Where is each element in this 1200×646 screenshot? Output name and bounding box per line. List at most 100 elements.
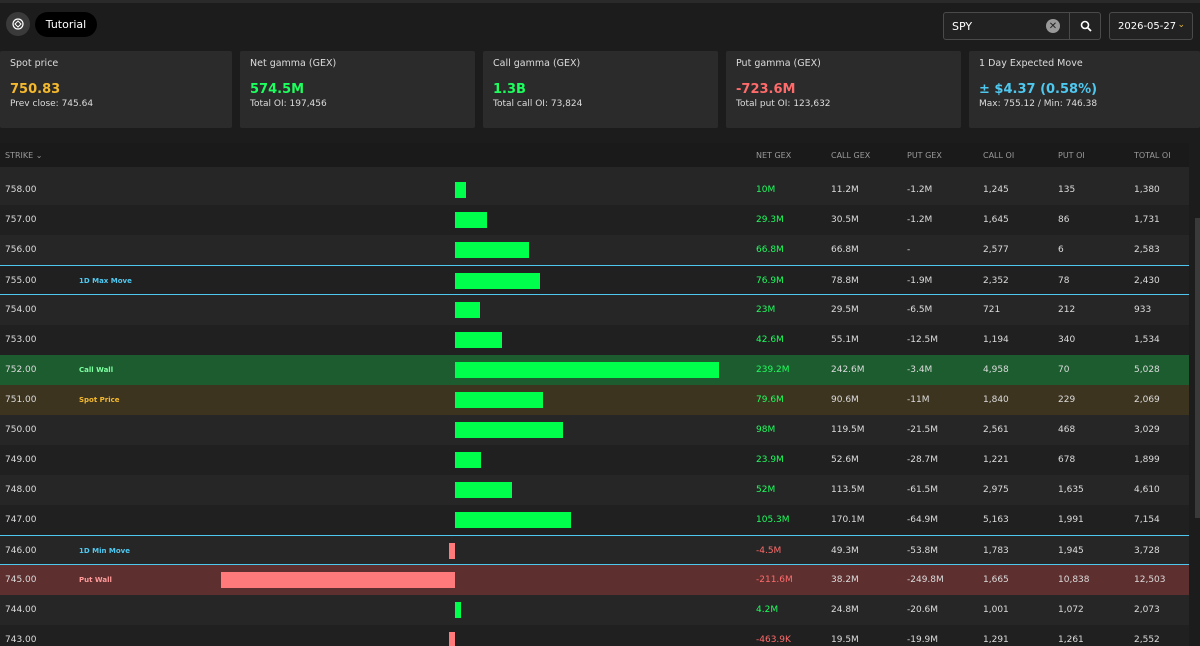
col-call-oi[interactable]: CALL OI: [983, 151, 1015, 160]
put-gex-cell: -53.8M: [907, 546, 939, 556]
expiration-date-select[interactable]: 2026-05-27 ⌄: [1109, 12, 1193, 40]
call-gex-cell: 119.5M: [831, 425, 865, 435]
table-row[interactable]: 755.00 1D Max Move 76.9M 78.8M -1.9M 2,3…: [0, 265, 1189, 295]
card-value: 1.3B: [493, 82, 526, 97]
logo-icon[interactable]: [6, 12, 30, 36]
call-gex-cell: 29.5M: [831, 305, 859, 315]
strike-cell: 749.00: [5, 455, 37, 465]
put-gex-cell: -6.5M: [907, 305, 933, 315]
col-strike[interactable]: STRIKE ⌄: [5, 151, 43, 160]
table-row[interactable]: 743.00 -463.9K 19.5M -19.9M 1,291 1,261 …: [0, 625, 1189, 646]
table-row[interactable]: 751.00 Spot Price 79.6M 90.6M -11M 1,840…: [0, 385, 1189, 415]
put-oi-cell: 10,838: [1058, 575, 1090, 585]
call-oi-cell: 5,163: [983, 515, 1009, 525]
call-oi-cell: 2,561: [983, 425, 1009, 435]
total-oi-cell: 2,552: [1134, 635, 1160, 645]
call-oi-cell: 1,840: [983, 395, 1009, 405]
net-gex-cell: 98M: [756, 425, 776, 435]
put-oi-cell: 78: [1058, 276, 1070, 286]
call-oi-cell: 1,221: [983, 455, 1009, 465]
top-bar: Tutorial ✕ 2026-05-27 ⌄: [0, 0, 1200, 44]
net-gex-cell: 29.3M: [756, 215, 784, 225]
table-row[interactable]: 744.00 4.2M 24.8M -20.6M 1,001 1,072 2,0…: [0, 595, 1189, 625]
scrollbar[interactable]: [1195, 218, 1200, 518]
put-gex-cell: -249.8M: [907, 575, 944, 585]
total-oi-cell: 1,534: [1134, 335, 1160, 345]
col-total-oi[interactable]: TOTAL OI: [1134, 151, 1171, 160]
total-oi-cell: 2,073: [1134, 605, 1160, 615]
net-gex-bar: [449, 632, 455, 646]
table-row[interactable]: 750.00 98M 119.5M -21.5M 2,561 468 3,029: [0, 415, 1189, 445]
net-gex-bar: [221, 572, 455, 588]
call-gex-cell: 49.3M: [831, 546, 859, 556]
search-button[interactable]: [1069, 13, 1101, 39]
summary-cards: Spot price 750.83 Prev close: 745.64 Net …: [0, 51, 1200, 128]
total-oi-cell: 3,029: [1134, 425, 1160, 435]
put-oi-cell: 135: [1058, 185, 1076, 195]
strike-cell: 756.00: [5, 245, 37, 255]
table-row[interactable]: 746.00 1D Min Move -4.5M 49.3M -53.8M 1,…: [0, 535, 1189, 565]
col-net-gex[interactable]: NET GEX: [756, 151, 792, 160]
put-oi-cell: 86: [1058, 215, 1070, 225]
level-tag: Spot Price: [79, 396, 120, 404]
clear-icon[interactable]: ✕: [1046, 19, 1060, 33]
net-gex-bar: [455, 602, 461, 618]
net-gex-cell: 23.9M: [756, 455, 784, 465]
strike-cell: 753.00: [5, 335, 37, 345]
put-oi-cell: 340: [1058, 335, 1076, 345]
put-oi-cell: 212: [1058, 305, 1076, 315]
total-oi-cell: 4,610: [1134, 485, 1160, 495]
call-gex-cell: 11.2M: [831, 185, 859, 195]
level-tag: Call Wall: [79, 366, 114, 374]
table-row[interactable]: 756.00 66.8M 66.8M - 2,577 6 2,583: [0, 235, 1189, 265]
call-gex-cell: 78.8M: [831, 276, 859, 286]
table-row[interactable]: 747.00 105.3M 170.1M -64.9M 5,163 1,991 …: [0, 505, 1189, 535]
card-label: Call gamma (GEX): [493, 58, 581, 69]
call-oi-cell: 1,783: [983, 546, 1009, 556]
net-gex-bar: [455, 362, 719, 378]
net-gex-cell: 42.6M: [756, 335, 784, 345]
call-oi-cell: 1,245: [983, 185, 1009, 195]
put-gex-cell: -28.7M: [907, 455, 939, 465]
table-row[interactable]: 753.00 42.6M 55.1M -12.5M 1,194 340 1,53…: [0, 325, 1189, 355]
table-row[interactable]: 745.00 Put Wall -211.6M 38.2M -249.8M 1,…: [0, 565, 1189, 595]
call-oi-cell: 2,975: [983, 485, 1009, 495]
table-row[interactable]: 754.00 23M 29.5M -6.5M 721 212 933: [0, 295, 1189, 325]
table-row[interactable]: 757.00 29.3M 30.5M -1.2M 1,645 86 1,731: [0, 205, 1189, 235]
col-put-oi[interactable]: PUT OI: [1058, 151, 1085, 160]
card-subtext: Total call OI: 73,824: [493, 99, 583, 109]
table-row[interactable]: 758.00 10M 11.2M -1.2M 1,245 135 1,380: [0, 175, 1189, 205]
table-row[interactable]: 749.00 23.9M 52.6M -28.7M 1,221 678 1,89…: [0, 445, 1189, 475]
net-gex-cell: -211.6M: [756, 575, 793, 585]
call-gex-cell: 52.6M: [831, 455, 859, 465]
net-gex-cell: 76.9M: [756, 276, 784, 286]
put-gex-cell: -1.2M: [907, 215, 933, 225]
col-put-gex[interactable]: PUT GEX: [907, 151, 942, 160]
chevron-down-icon: ⌄: [1177, 20, 1185, 30]
put-gex-cell: -3.4M: [907, 365, 933, 375]
net-gex-cell: 52M: [756, 485, 776, 495]
table-row[interactable]: 752.00 Call Wall 239.2M 242.6M -3.4M 4,9…: [0, 355, 1189, 385]
col-call-gex[interactable]: CALL GEX: [831, 151, 871, 160]
net-gex-bar: [455, 302, 481, 318]
table-row[interactable]: [0, 167, 1189, 175]
tutorial-button[interactable]: Tutorial: [35, 12, 97, 37]
call-oi-cell: 1,001: [983, 605, 1009, 615]
strike-cell: 751.00: [5, 395, 37, 405]
put-gex-cell: -1.2M: [907, 185, 933, 195]
put-gex-cell: -1.9M: [907, 276, 933, 286]
card-value: 750.83: [10, 82, 61, 97]
net-gex-cell: -4.5M: [756, 546, 782, 556]
expected-move-card: 1 Day Expected Move ± $4.37 (0.58%) Max:…: [969, 51, 1200, 128]
call-gex-cell: 24.8M: [831, 605, 859, 615]
net-gex-bar: [449, 543, 455, 559]
net-gex-cell: 239.2M: [756, 365, 790, 375]
ticker-search: ✕: [943, 12, 1101, 40]
gex-table-body: 758.00 10M 11.2M -1.2M 1,245 135 1,380 7…: [0, 167, 1189, 646]
put-gamma-card: Put gamma (GEX) -723.6M Total put OI: 12…: [726, 51, 961, 128]
strike-cell: 754.00: [5, 305, 37, 315]
search-icon: [1080, 20, 1092, 32]
table-row[interactable]: 748.00 52M 113.5M -61.5M 2,975 1,635 4,6…: [0, 475, 1189, 505]
total-oi-cell: 1,731: [1134, 215, 1160, 225]
total-oi-cell: 1,899: [1134, 455, 1160, 465]
